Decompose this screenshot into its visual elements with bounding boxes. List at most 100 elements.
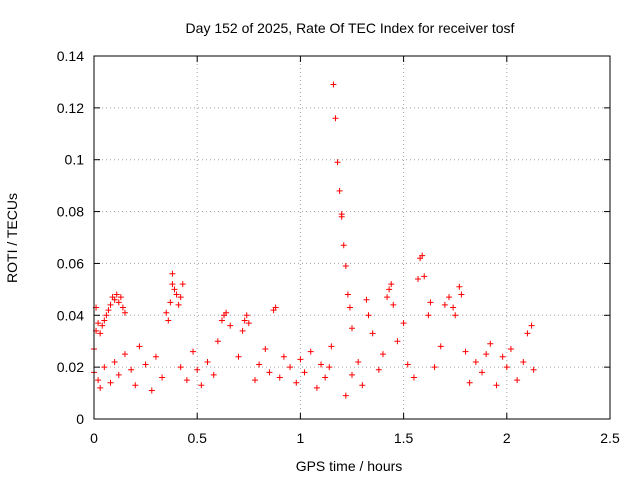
data-point	[198, 382, 205, 389]
y-tick-label: 0.14	[57, 48, 84, 64]
x-axis-label: GPS time / hours	[296, 458, 403, 474]
data-point	[388, 281, 395, 288]
data-point	[427, 299, 434, 306]
data-point	[194, 366, 201, 373]
data-point	[276, 374, 283, 381]
data-point	[128, 366, 135, 373]
data-point	[99, 322, 106, 329]
data-point	[425, 312, 432, 319]
data-point	[307, 348, 314, 355]
data-point	[441, 301, 448, 308]
data-point	[450, 304, 457, 311]
data-point	[415, 275, 422, 282]
data-point	[103, 312, 110, 319]
data-point	[183, 377, 190, 384]
data-point	[458, 291, 465, 298]
data-point	[363, 296, 370, 303]
data-point	[355, 358, 362, 365]
data-point	[507, 345, 514, 352]
data-point	[466, 379, 473, 386]
data-point	[499, 353, 506, 360]
data-point	[342, 392, 349, 399]
data-point	[419, 252, 426, 259]
data-point	[97, 330, 104, 337]
data-point	[214, 338, 221, 345]
data-point	[322, 374, 329, 381]
data-point	[338, 213, 345, 220]
data-point	[287, 364, 294, 371]
data-point	[148, 387, 155, 394]
data-point	[115, 371, 122, 378]
x-tick-label: 0	[90, 430, 98, 446]
data-point	[95, 377, 102, 384]
data-point	[384, 294, 391, 301]
data-point	[487, 340, 494, 347]
data-point	[152, 353, 159, 360]
data-point	[437, 343, 444, 350]
data-point	[239, 327, 246, 334]
data-point	[119, 304, 126, 311]
data-point	[520, 358, 527, 365]
data-point	[528, 322, 535, 329]
data-point	[272, 304, 279, 311]
data-point	[318, 361, 325, 368]
data-point	[173, 291, 180, 298]
data-point	[328, 343, 335, 350]
data-point	[293, 379, 300, 386]
data-point	[349, 371, 355, 378]
data-point	[421, 273, 428, 280]
data-point	[332, 115, 339, 122]
data-point	[121, 309, 128, 316]
data-point	[280, 353, 287, 360]
y-tick-label: 0	[76, 411, 84, 427]
data-point	[359, 382, 366, 389]
data-point	[117, 294, 124, 301]
data-point	[251, 377, 258, 384]
data-point	[97, 384, 104, 391]
data-point	[107, 301, 114, 308]
data-point	[503, 364, 510, 371]
data-point	[169, 270, 176, 277]
data-point	[169, 281, 176, 288]
data-point	[394, 338, 401, 345]
data-point	[365, 312, 372, 319]
data-point	[190, 348, 197, 355]
data-point	[165, 317, 172, 324]
data-point	[462, 348, 469, 355]
data-point	[530, 366, 537, 373]
data-point	[241, 317, 248, 324]
x-tick-label: 1	[297, 430, 305, 446]
data-point	[223, 309, 230, 316]
data-point	[390, 301, 397, 308]
chart-title: Day 152 of 2025, Rate Of TEC Index for r…	[186, 20, 515, 36]
data-point	[101, 364, 108, 371]
data-point	[410, 374, 417, 381]
data-point	[111, 358, 118, 365]
data-point	[204, 358, 211, 365]
data-point	[452, 312, 459, 319]
data-point	[431, 364, 438, 371]
data-point	[95, 320, 102, 327]
data-point	[313, 384, 320, 391]
y-tick-label: 0.06	[57, 255, 84, 271]
data-point	[400, 320, 407, 327]
data-point	[111, 296, 118, 303]
x-tick-label: 2	[503, 430, 511, 446]
data-point	[177, 364, 184, 371]
data-point	[243, 312, 250, 319]
data-point	[344, 291, 351, 298]
data-point	[105, 307, 112, 314]
data-point	[446, 294, 453, 301]
data-point	[404, 361, 411, 368]
data-point	[256, 361, 263, 368]
y-axis-label: ROTI / TECUs	[4, 193, 20, 283]
data-point	[369, 330, 376, 337]
data-point	[227, 322, 234, 329]
data-point	[386, 286, 393, 293]
data-point	[159, 374, 166, 381]
data-point	[101, 317, 108, 324]
grid	[94, 56, 610, 419]
x-tick-label: 2.5	[600, 430, 620, 446]
x-tick-label: 0.5	[187, 430, 207, 446]
